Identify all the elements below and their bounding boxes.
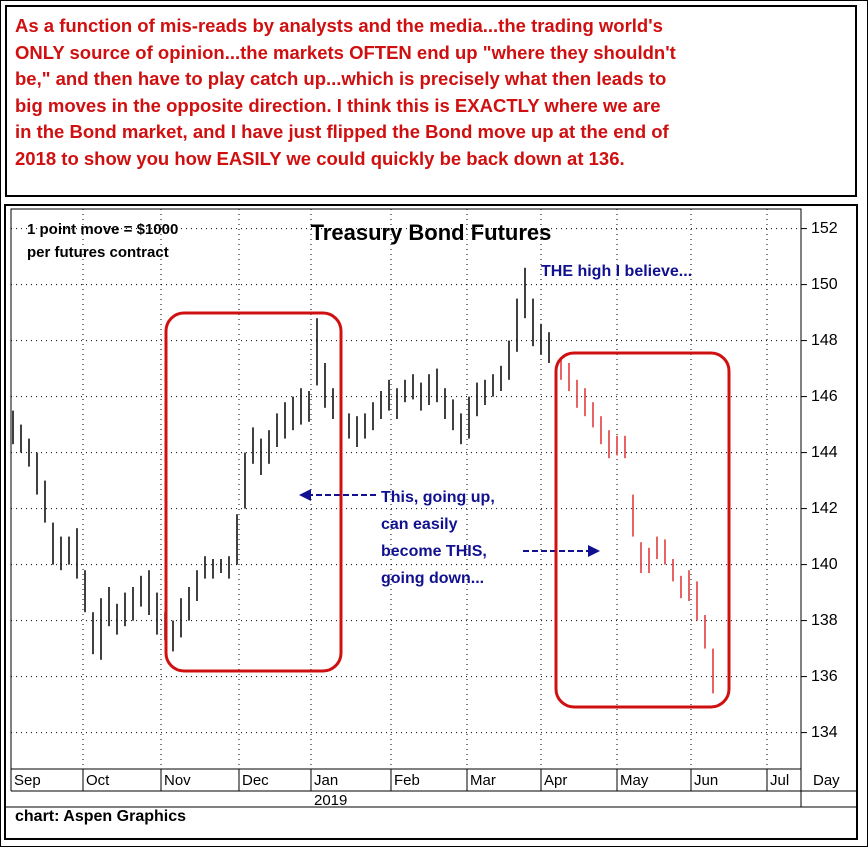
highlight-box: [554, 351, 731, 709]
plot-frame: [10, 208, 802, 770]
note: per futures contract: [27, 244, 169, 261]
x-tick-label: Jun: [694, 772, 718, 789]
y-tick-label: 134: [811, 724, 838, 741]
arrowhead: [299, 489, 311, 501]
annotation: THE high I believe...: [541, 263, 692, 280]
y-tick-label: 136: [811, 668, 838, 685]
y-tick-label: 150: [811, 276, 838, 293]
annotation: become THIS,: [381, 543, 487, 560]
y-tick-label: 142: [811, 500, 838, 517]
x-tick-label: Apr: [544, 772, 567, 789]
x-tick-label: Sep: [14, 772, 41, 789]
x-tick-label: Feb: [394, 772, 420, 789]
x-tick-label: Jan: [314, 772, 338, 789]
x-tick-label: Dec: [242, 772, 269, 789]
annotation: This, going up,: [381, 489, 495, 506]
y-tick-label: 148: [811, 332, 838, 349]
x-tick-label: Nov: [164, 772, 191, 789]
x-tick-label: May: [620, 772, 649, 789]
header-line: 2018 to show you how EASILY we could qui…: [15, 147, 625, 169]
header-line: ONLY source of opinion...the markets OFT…: [15, 41, 676, 63]
header-box: As a function of mis-reads by analysts a…: [5, 5, 857, 197]
header-line: in the Bond market, and I have just flip…: [15, 121, 669, 143]
chart-title: Treasury Bond Futures: [311, 220, 552, 245]
note: 1 point move = $1000: [27, 221, 178, 238]
y-tick-label: 144: [811, 444, 838, 461]
arrowhead: [588, 545, 600, 557]
annotation: can easily: [381, 516, 458, 533]
x-tick-label: Jul: [770, 772, 789, 789]
y-tick-label: 140: [811, 556, 838, 573]
highlight-box: [164, 311, 343, 673]
annotation: going down...: [381, 570, 484, 587]
header-line: As a function of mis-reads by analysts a…: [15, 15, 663, 36]
source: chart: Aspen Graphics: [15, 808, 186, 825]
y-tick-label: 152: [811, 220, 838, 237]
x-tick-label: Oct: [86, 772, 110, 789]
x-axis-label: Day: [813, 772, 840, 789]
y-tick-label: 146: [811, 388, 838, 405]
x-tick-label: Mar: [470, 772, 496, 789]
year-label: 2019: [314, 792, 347, 809]
chart-frame: [4, 204, 858, 840]
header-line: be," and then have to play catch up...wh…: [15, 68, 667, 90]
header-line: big moves in the opposite direction. I t…: [15, 94, 661, 116]
y-tick-label: 138: [811, 612, 838, 629]
